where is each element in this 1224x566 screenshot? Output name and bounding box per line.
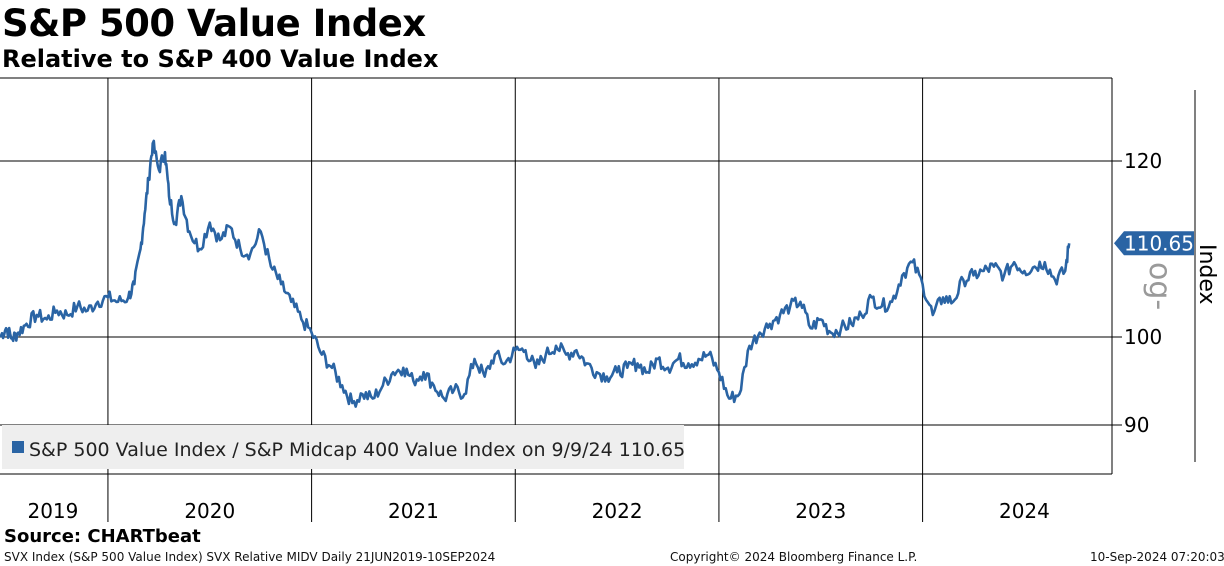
footer-left: SVX Index (S&P 500 Value Index) SVX Rela… (4, 550, 496, 564)
y-tick-label-120: 120 (1124, 149, 1162, 173)
chart-title: S&P 500 Value Index (2, 2, 426, 45)
year-label-2019: 2019 (27, 499, 78, 523)
watermark: og- (1142, 262, 1177, 310)
x-year-labels: 2019 2020 2021 2022 2023 2024 (27, 499, 1049, 523)
legend-swatch (12, 441, 24, 453)
legend-box (2, 425, 684, 469)
y-axis-label: Index (1194, 244, 1219, 305)
year-label-2023: 2023 (795, 499, 846, 523)
last-value-tag (1114, 231, 1194, 256)
chart-subtitle: Relative to S&P 400 Value Index (2, 45, 439, 73)
year-label-2020: 2020 (184, 499, 235, 523)
year-label-2024: 2024 (999, 499, 1050, 523)
y-tick-label-90: 90 (1124, 413, 1149, 437)
year-label-2021: 2021 (388, 499, 439, 523)
legend-label: S&P 500 Value Index / S&P Midcap 400 Val… (29, 439, 685, 461)
last-value-label: 110.65 (1124, 231, 1194, 255)
y-tick-labels: 90 100 120 (1124, 149, 1162, 437)
source-note: Source: CHARTbeat (4, 526, 201, 547)
year-label-2022: 2022 (592, 499, 643, 523)
y-tick-label-100: 100 (1124, 325, 1162, 349)
series-line-sp500-vs-sp400-value (0, 139, 1071, 408)
footer-timestamp: 10-Sep-2024 07:20:03 (1090, 550, 1224, 564)
footer-copyright: Copyright© 2024 Bloomberg Finance L.P. (670, 550, 918, 564)
